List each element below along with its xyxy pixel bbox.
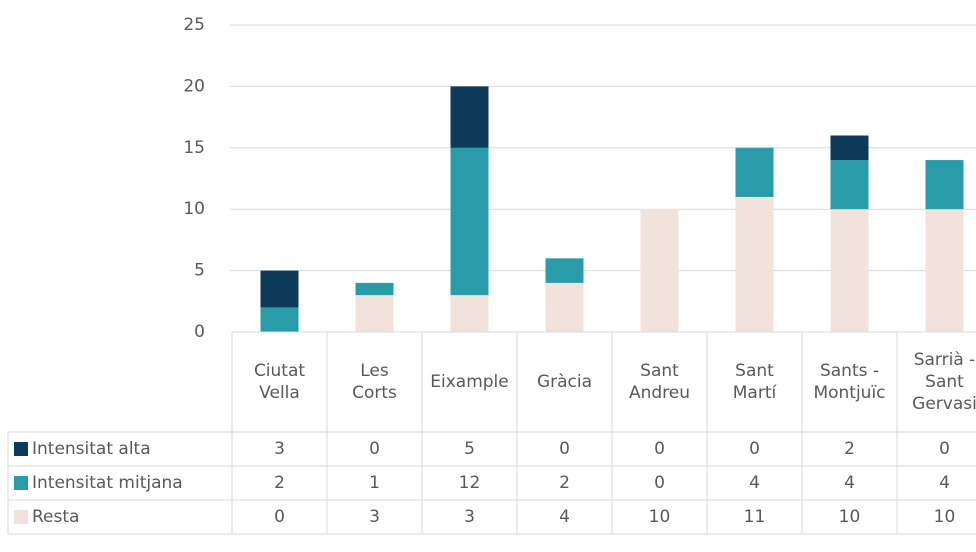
legend-label: Intensitat alta	[32, 439, 151, 459]
table-value: 4	[749, 473, 760, 493]
table-value: 12	[459, 473, 481, 493]
legend-swatch	[14, 510, 28, 524]
table-value: 4	[844, 473, 855, 493]
bar-segment	[450, 295, 489, 332]
bar-segment	[640, 209, 679, 332]
legend-label: Resta	[32, 507, 79, 527]
table-value: 1	[369, 473, 380, 493]
table-value: 2	[274, 473, 285, 493]
table-value: 3	[369, 507, 380, 527]
y-tick-label: 0	[194, 322, 205, 342]
table-value: 5	[464, 439, 475, 459]
table-value: 0	[369, 439, 380, 459]
bar-segment	[450, 147, 489, 296]
bar-segment	[545, 258, 584, 283]
bar-segment	[260, 307, 299, 332]
bar-segment	[830, 209, 869, 332]
table-value: 4	[559, 507, 570, 527]
y-tick-label: 20	[183, 76, 205, 96]
table-value: 0	[654, 439, 665, 459]
bar-segment	[355, 282, 394, 296]
bar-segment	[735, 147, 774, 197]
bar-segment	[260, 270, 299, 308]
table-value: 0	[274, 507, 285, 527]
y-tick-label: 15	[183, 138, 205, 158]
x-tick-label: Eixample	[430, 372, 508, 392]
table-value: 0	[654, 473, 665, 493]
table-value: 4	[939, 473, 950, 493]
bar-segment	[830, 135, 869, 161]
y-tick-label: 5	[194, 261, 205, 281]
x-tick-label: Gràcia	[537, 372, 592, 392]
bar-segment	[735, 196, 774, 332]
bar-segment	[925, 160, 964, 210]
table-value: 0	[939, 439, 950, 459]
x-tick-label: Sants -Montjuïc	[813, 361, 885, 403]
table-value: 2	[559, 473, 570, 493]
table-value: 0	[559, 439, 570, 459]
x-tick-label: Sarrià -Sant Gervasi	[912, 350, 976, 414]
table-value: 10	[934, 507, 956, 527]
bar-segment	[545, 282, 584, 332]
bar-segment	[830, 160, 869, 210]
y-tick-label: 10	[183, 199, 205, 219]
x-tick-label: Les Corts	[352, 361, 397, 403]
legend-label: Intensitat mitjana	[32, 473, 183, 493]
table-value: 3	[274, 439, 285, 459]
x-tick-label: Sant Andreu	[629, 361, 690, 403]
legend-swatch	[14, 476, 28, 490]
bar-segment	[355, 295, 394, 332]
bar-segment	[450, 86, 489, 148]
x-tick-label: Sant Martí	[733, 361, 778, 403]
bar-segment	[925, 209, 964, 332]
table-value: 10	[649, 507, 671, 527]
x-tick-label: Ciutat Vella	[254, 361, 305, 403]
table-value: 11	[744, 507, 766, 527]
table-value: 3	[464, 507, 475, 527]
table-value: 10	[839, 507, 861, 527]
table-value: 0	[749, 439, 760, 459]
table-value: 2	[844, 439, 855, 459]
y-tick-label: 25	[183, 15, 205, 35]
legend-swatch	[14, 442, 28, 456]
